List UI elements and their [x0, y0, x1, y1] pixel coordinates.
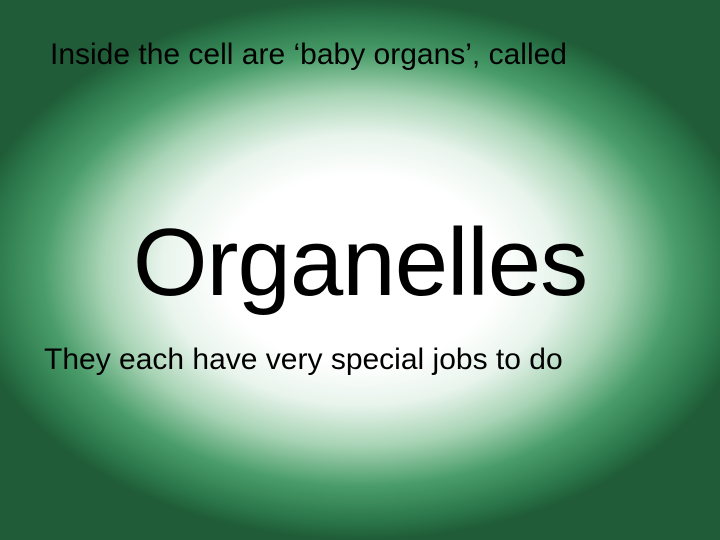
intro-text: Inside the cell are ‘baby organs’, calle… — [50, 38, 567, 72]
main-title: Organelles — [0, 208, 720, 318]
sub-text: They each have very special jobs to do — [44, 343, 563, 377]
slide-container: Inside the cell are ‘baby organs’, calle… — [0, 0, 720, 540]
